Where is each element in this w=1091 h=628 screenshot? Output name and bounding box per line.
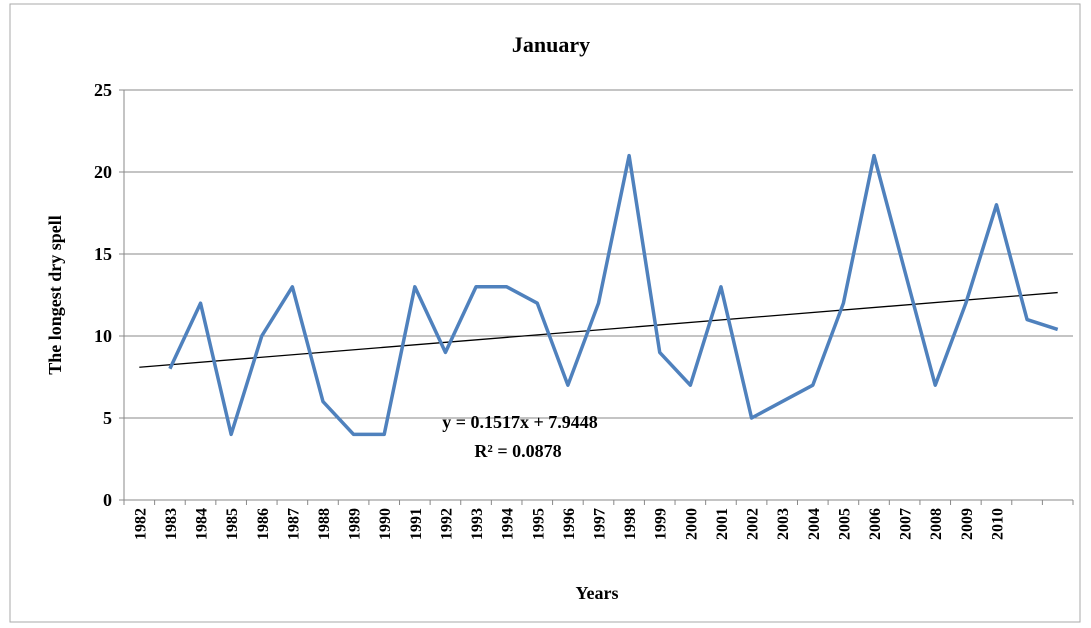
x-tick-label: 1990: [377, 508, 394, 540]
x-tick-label: 1988: [316, 508, 333, 540]
chart-title: January: [512, 32, 590, 57]
x-tick-label: 1999: [653, 508, 670, 540]
y-tick-label: 5: [103, 408, 112, 428]
chart-border: [9, 3, 1081, 623]
x-tick-label: 2001: [714, 508, 731, 540]
x-tick-label: 1987: [285, 508, 302, 540]
x-tick-label: 2007: [898, 508, 915, 540]
y-tick-label: 10: [94, 326, 112, 346]
trendline: [139, 291, 1058, 368]
x-tick-label: 2005: [836, 508, 853, 540]
x-tick-label: 1995: [530, 508, 547, 540]
x-tick-label: 1985: [224, 508, 241, 540]
x-tick-label: 2008: [928, 508, 945, 540]
x-tick-label: 1992: [438, 508, 455, 540]
y-tick-label: 25: [94, 80, 112, 100]
x-tick-label: 1997: [592, 508, 609, 540]
y-axis-label: The longest dry spell: [45, 215, 65, 375]
x-tick-label: 1989: [347, 508, 364, 540]
x-tick-label: 1994: [500, 508, 517, 540]
x-axis-label: Years: [576, 583, 619, 603]
x-tick-label: 2006: [867, 508, 884, 540]
x-tick-label: 1986: [255, 508, 272, 540]
x-tick-label: 2003: [775, 508, 792, 540]
trendline-equation: y = 0.1517x + 7.9448: [442, 412, 598, 432]
y-tick-label: 20: [94, 162, 112, 182]
x-tick-label: 1998: [622, 508, 639, 540]
x-tick-label: 2000: [683, 508, 700, 540]
x-tick-label: 1991: [408, 508, 425, 540]
x-tick-label: 2004: [806, 508, 823, 540]
x-tick-label: 2010: [989, 508, 1006, 540]
x-tick-label: 1984: [194, 508, 211, 540]
x-tick-label: 2002: [745, 508, 762, 540]
x-tick-label: 1993: [469, 508, 486, 540]
trendline-r2: R² = 0.0878: [474, 441, 561, 461]
x-tick-label: 2009: [959, 508, 976, 540]
x-tick-label: 1996: [561, 508, 578, 540]
y-tick-label: 15: [94, 244, 112, 264]
x-tick-label: 1983: [163, 508, 180, 540]
data-line: [168, 153, 1059, 437]
y-tick-label: 0: [103, 490, 112, 510]
x-tick-label: 1982: [132, 508, 149, 540]
